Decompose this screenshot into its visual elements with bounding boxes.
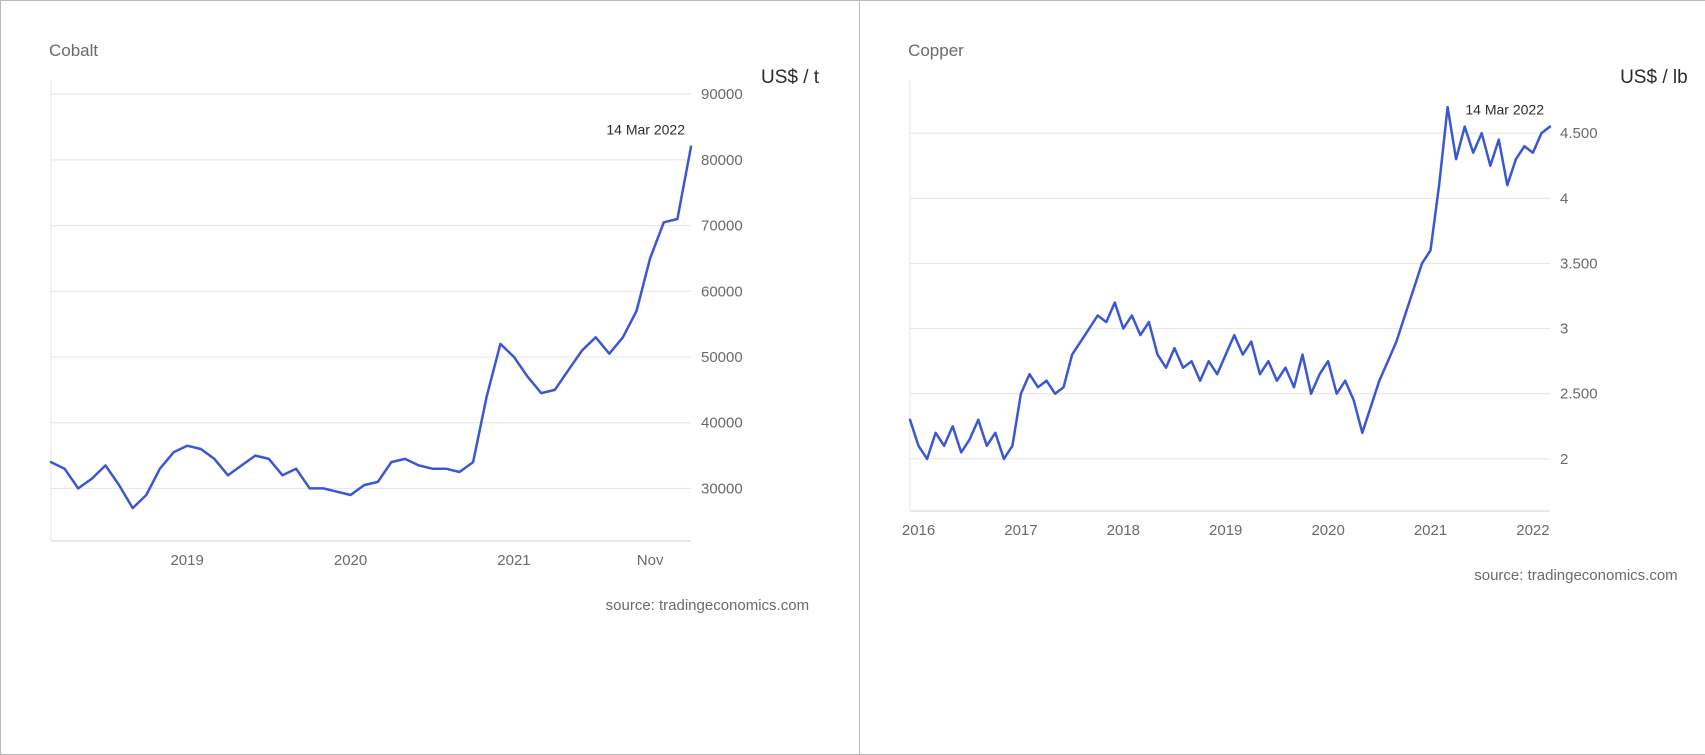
chart-wrap-copper: 2 2.500 3 3.500 4 4.500 2016 2017 2018 2019 2020 20… (900, 73, 1688, 551)
svg-text:3.500: 3.500 (1560, 255, 1598, 272)
panel-copper: Copper 2 2.500 3 3.500 4 4.500 2016 2017 2018 201… (860, 0, 1705, 755)
source-label-cobalt: source: tradingeconomics.com (41, 597, 819, 614)
chart-svg-copper: 2 2.500 3 3.500 4 4.500 2016 2017 2018 2019 2020 20… (900, 73, 1612, 551)
svg-text:2019: 2019 (170, 552, 203, 569)
chart-wrap-cobalt: 30000 40000 50000 60000 70000 80000 90000 2019 2… (41, 73, 819, 581)
svg-text:90000: 90000 (701, 86, 743, 103)
svg-text:40000: 40000 (701, 415, 743, 432)
svg-text:2022: 2022 (1516, 522, 1549, 539)
svg-text:2018: 2018 (1107, 522, 1140, 539)
svg-text:14 Mar 2022: 14 Mar 2022 (606, 122, 685, 138)
source-label-copper: source: tradingeconomics.com (900, 567, 1688, 584)
svg-text:2: 2 (1560, 451, 1568, 468)
svg-text:70000: 70000 (701, 218, 743, 235)
chart-svg-cobalt: 30000 40000 50000 60000 70000 80000 90000 2019 2… (41, 73, 753, 581)
svg-text:50000: 50000 (701, 349, 743, 366)
svg-text:2016: 2016 (902, 522, 935, 539)
svg-text:2021: 2021 (1414, 522, 1447, 539)
unit-label-copper: US$ / lb (1620, 67, 1688, 89)
svg-text:2019: 2019 (1209, 522, 1242, 539)
svg-text:4: 4 (1560, 190, 1568, 207)
svg-text:14 Mar 2022: 14 Mar 2022 (1465, 102, 1544, 118)
svg-text:2020: 2020 (1312, 522, 1345, 539)
unit-label-cobalt: US$ / t (761, 67, 819, 89)
chart-title-cobalt: Cobalt (49, 41, 819, 61)
svg-text:80000: 80000 (701, 152, 743, 169)
svg-text:2021: 2021 (497, 552, 530, 569)
svg-text:60000: 60000 (701, 283, 743, 300)
svg-text:Nov: Nov (637, 552, 664, 569)
svg-text:4.500: 4.500 (1560, 125, 1598, 142)
svg-text:3: 3 (1560, 321, 1568, 338)
panels-container: Cobalt 30000 40000 50000 60000 70000 80000 900… (0, 0, 1705, 755)
chart-title-copper: Copper (908, 41, 1688, 61)
svg-text:30000: 30000 (701, 480, 743, 497)
unit-block-copper: US$ / lb (1624, 73, 1688, 89)
svg-text:2.500: 2.500 (1560, 386, 1598, 403)
svg-text:2020: 2020 (334, 552, 367, 569)
panel-cobalt: Cobalt 30000 40000 50000 60000 70000 80000 900… (0, 0, 860, 755)
unit-block-cobalt: US$ / t (765, 73, 819, 89)
svg-text:2017: 2017 (1004, 522, 1037, 539)
